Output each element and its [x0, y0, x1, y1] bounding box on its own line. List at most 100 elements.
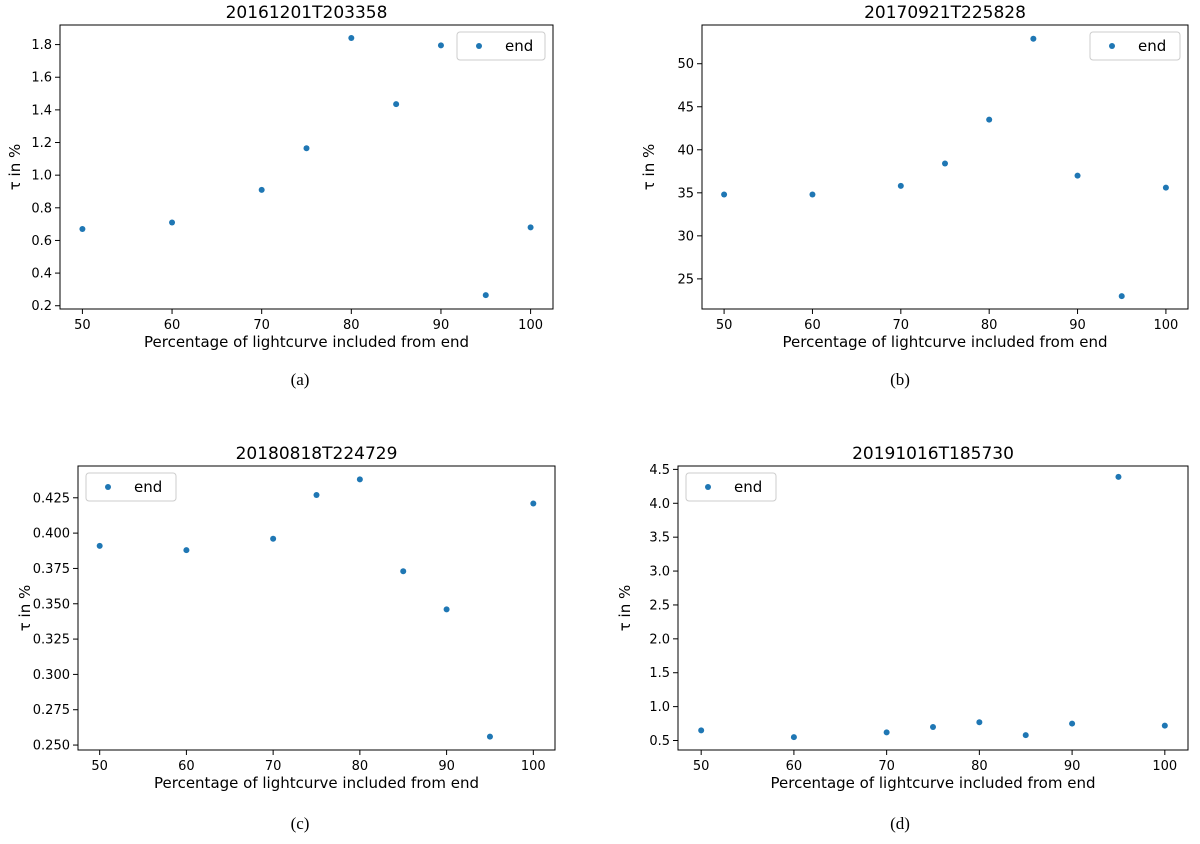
data-point [1162, 184, 1169, 191]
legend-label: end [1138, 37, 1166, 55]
data-point [348, 35, 355, 42]
data-point [530, 500, 537, 507]
chart-panel-c: 20180818T224729 50 60 70 80 90 100 0.250 0.275 0.… [0, 420, 600, 844]
data-point [527, 224, 534, 231]
y-tick-label: 0.350 [33, 597, 70, 612]
figure-caption: (a) [291, 370, 310, 389]
y-tick-label: 0.325 [33, 633, 70, 648]
plot-frame [701, 24, 1189, 310]
legend: end [456, 31, 546, 61]
x-tick-label: 50 [716, 318, 733, 333]
x-tick-label: 80 [981, 318, 998, 333]
y-tick-label: 0.6 [31, 234, 52, 249]
legend: end [85, 472, 177, 502]
plot-frame [77, 465, 556, 751]
data-point [721, 191, 728, 198]
data-point [1022, 732, 1029, 739]
x-tick-label: 90 [433, 318, 450, 333]
x-tick-label: 100 [1152, 759, 1177, 774]
data-point [313, 491, 320, 498]
data-point [1069, 720, 1076, 727]
data-point [437, 42, 444, 49]
x-tick-label: 80 [343, 318, 360, 333]
data-point [698, 727, 705, 734]
y-tick-label: 1.8 [31, 38, 52, 53]
x-tick-label: 100 [1153, 318, 1178, 333]
data-point [930, 723, 936, 730]
y-axis-label: τ in % [16, 585, 34, 632]
y-tick-label: 0.400 [33, 527, 70, 542]
y-tick-label: 4.5 [649, 463, 670, 478]
legend-box [85, 472, 177, 502]
data-point [1030, 35, 1037, 42]
x-axis-label: Percentage of lightcurve included from e… [144, 333, 469, 351]
chart-title: 20191016T185730 [852, 444, 1014, 464]
y-tick-label: 0.275 [33, 703, 70, 718]
x-tick-label: 100 [521, 759, 546, 774]
legend-marker [476, 43, 482, 49]
data-point [79, 226, 86, 233]
data-point [356, 476, 363, 483]
legend-box [1089, 31, 1181, 61]
y-tick-label: 0.425 [33, 491, 70, 506]
x-tick-label: 50 [693, 759, 710, 774]
legend-marker [1109, 43, 1115, 49]
x-tick-label: 60 [178, 759, 195, 774]
y-tick-label: 35 [677, 186, 694, 201]
x-tick-label: 60 [804, 318, 821, 333]
y-tick-label: 3.5 [649, 531, 670, 546]
y-tick-label: 30 [677, 229, 694, 244]
x-tick-label: 50 [91, 759, 108, 774]
data-point [270, 535, 277, 542]
x-tick-label: 50 [74, 318, 91, 333]
y-tick-label: 2.0 [649, 632, 670, 647]
x-axis-label: Percentage of lightcurve included from e… [154, 774, 479, 792]
data-point [96, 542, 103, 549]
chart-panel-b: 20170921T225828 50 60 70 80 90 100 25 30 35 40 45 50… [600, 0, 1200, 424]
y-tick-label: 4.0 [649, 497, 670, 512]
legend-marker [105, 484, 111, 490]
data-point [1118, 293, 1125, 300]
y-tick-label: 0.375 [33, 562, 70, 577]
y-tick-label: 1.5 [649, 666, 670, 681]
y-tick-label: 3.0 [649, 565, 670, 580]
figure-caption: (c) [291, 814, 310, 833]
legend-label: end [505, 37, 533, 55]
y-tick-label: 0.4 [31, 267, 52, 282]
y-tick-label: 1.0 [649, 700, 670, 715]
y-tick-label: 0.8 [31, 201, 52, 216]
legend-box [456, 31, 546, 61]
data-point [393, 101, 400, 108]
x-tick-label: 70 [878, 759, 895, 774]
data-point [400, 568, 407, 575]
y-tick-label: 2.5 [649, 598, 670, 613]
y-tick-label: 50 [677, 57, 694, 72]
legend: end [685, 472, 777, 502]
y-tick-label: 0.2 [31, 299, 52, 314]
scatter-chart: 20191016T185730 50 60 70 80 90 100 0.5 1.0 1.5 2.0… [616, 444, 1189, 833]
chart-title: 20180818T224729 [236, 444, 398, 464]
y-tick-label: 0.250 [33, 739, 70, 754]
data-point [976, 719, 983, 726]
data-point [897, 182, 904, 189]
legend-label: end [734, 478, 762, 496]
figure-caption: (d) [890, 814, 910, 833]
y-tick-label: 1.6 [31, 71, 52, 86]
chart-panel-d: 20191016T185730 50 60 70 80 90 100 0.5 1.0 1.5 2.0… [600, 420, 1200, 844]
y-tick-label: 1.4 [31, 103, 52, 118]
data-point [303, 145, 310, 152]
figure-caption: (b) [890, 370, 910, 389]
data-point [1161, 722, 1168, 729]
data-point [1074, 172, 1081, 179]
x-axis-label: Percentage of lightcurve included from e… [783, 333, 1108, 351]
legend: end [1089, 31, 1181, 61]
data-point [169, 219, 176, 226]
plot-frame [59, 24, 554, 310]
x-axis-label: Percentage of lightcurve included from e… [771, 774, 1096, 792]
plot-frame [677, 465, 1189, 751]
data-point [482, 292, 489, 299]
x-tick-label: 90 [1069, 318, 1086, 333]
x-tick-label: 90 [1064, 759, 1081, 774]
data-point [942, 160, 948, 167]
data-point [258, 186, 265, 193]
